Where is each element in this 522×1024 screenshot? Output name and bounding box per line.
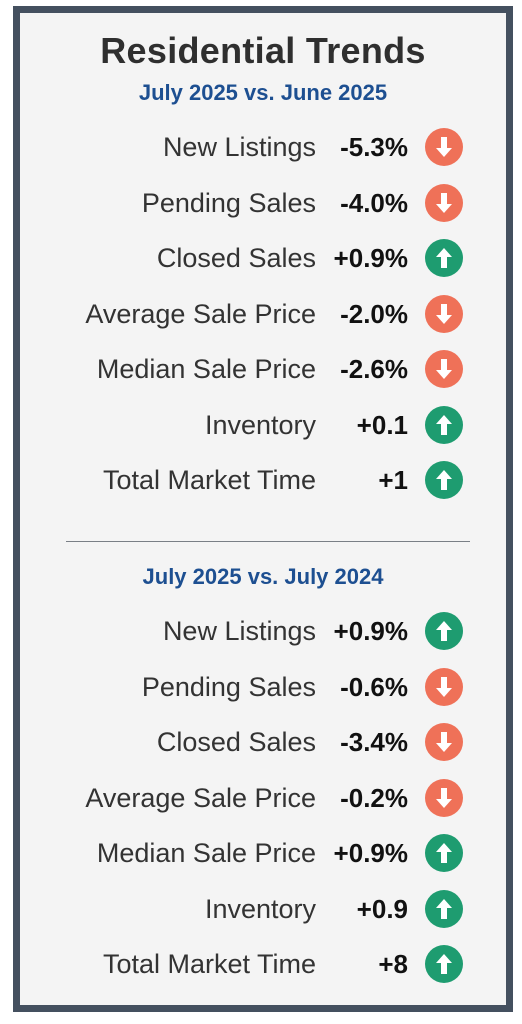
arrow-up-icon [425,239,463,277]
trend-row: New Listings -5.3% [20,127,506,167]
trend-label: New Listings [162,616,316,646]
trend-value: -5.3% [340,132,408,162]
arrow-down-icon [425,184,463,222]
trend-label: Closed Sales [156,727,316,757]
trend-value: +0.9% [333,616,408,646]
arrow-up-icon [425,834,463,872]
trend-label: Average Sale Price [85,299,316,329]
arrow-down-icon [425,295,463,333]
arrow-up-icon [425,612,463,650]
trend-row: Total Market Time +1 [20,460,506,500]
trend-label: Total Market Time [102,465,316,495]
section-2-subtitle: July 2025 vs. July 2024 [142,564,384,589]
trend-label: Inventory [204,410,316,440]
arrow-down-icon [425,779,463,817]
trend-value: +0.9% [333,243,408,273]
trend-value: -2.6% [340,354,408,384]
page-title: Residential Trends [100,30,426,71]
trend-label: Median Sale Price [96,838,316,868]
trend-row: Pending Sales -0.6% [20,667,506,707]
trend-value: -0.2% [340,783,408,813]
trend-row: Pending Sales -4.0% [20,183,506,223]
trend-label: Total Market Time [102,949,316,979]
trend-label: Closed Sales [156,243,316,273]
trend-label: Pending Sales [141,188,316,218]
trend-row: Total Market Time +8 [20,944,506,984]
trend-label: New Listings [162,132,316,162]
trend-value: +0.9% [333,838,408,868]
trend-value: +1 [378,465,408,495]
trend-label: Inventory [204,894,316,924]
trend-value: +0.9 [356,894,408,924]
arrow-up-icon [425,406,463,444]
trend-value: -4.0% [340,188,408,218]
arrow-up-icon [425,890,463,928]
arrow-down-icon [425,668,463,706]
arrow-down-icon [425,723,463,761]
section-divider [66,541,470,542]
trend-row: Inventory +0.9 [20,889,506,929]
arrow-down-icon [425,128,463,166]
trend-row: Average Sale Price -0.2% [20,778,506,818]
trend-value: -2.0% [340,299,408,329]
residential-trends-card: Residential Trends July 2025 vs. June 20… [13,6,513,1012]
arrow-down-icon [425,350,463,388]
trend-row: Average Sale Price -2.0% [20,294,506,334]
trend-row: Closed Sales +0.9% [20,238,506,278]
trend-row: Median Sale Price +0.9% [20,833,506,873]
trend-row: Median Sale Price -2.6% [20,349,506,389]
arrow-up-icon [425,461,463,499]
trend-label: Pending Sales [141,672,316,702]
trend-row: Inventory +0.1 [20,405,506,445]
trend-label: Average Sale Price [85,783,316,813]
trend-value: -3.4% [340,727,408,757]
trend-row: New Listings +0.9% [20,611,506,651]
trend-label: Median Sale Price [96,354,316,384]
section-1-subtitle: July 2025 vs. June 2025 [138,80,388,105]
trend-value: +8 [378,949,408,979]
trend-row: Closed Sales -3.4% [20,722,506,762]
arrow-up-icon [425,945,463,983]
trend-value: +0.1 [356,410,408,440]
trend-value: -0.6% [340,672,408,702]
